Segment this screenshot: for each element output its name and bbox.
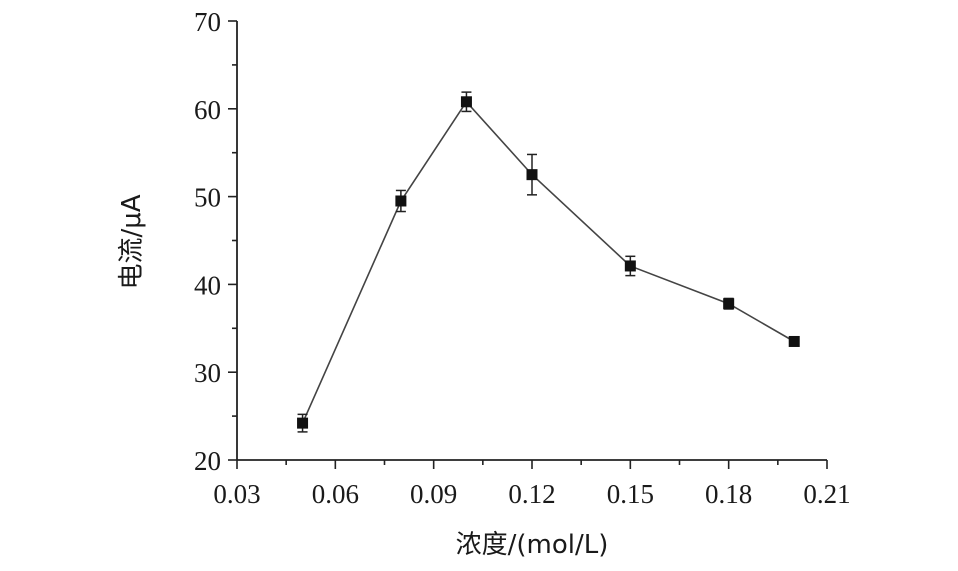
- data-point: [526, 169, 538, 181]
- x-tick-label: 0.06: [312, 479, 359, 509]
- x-tick-label: 0.12: [508, 479, 555, 509]
- y-tick-label: 20: [194, 446, 221, 476]
- data-point: [297, 417, 309, 429]
- data-point: [624, 260, 636, 272]
- data-point: [788, 335, 800, 347]
- data-point: [395, 195, 407, 207]
- y-tick-label: 40: [194, 270, 221, 300]
- axes: [236, 21, 827, 461]
- x-tick-label: 0.09: [410, 479, 457, 509]
- x-axis-ticks: 0.03 0.06 0.09 0.12 0.15 0.18 0.21: [213, 460, 851, 509]
- x-tick-label: 0.21: [803, 479, 850, 509]
- x-tick-label: 0.03: [213, 479, 260, 509]
- x-tick-label: 0.15: [607, 479, 654, 509]
- series-group: [297, 91, 800, 433]
- y-axis-ticks: 20 30 40 50 60 70: [194, 7, 237, 476]
- data-point: [460, 96, 472, 108]
- y-tick-label: 50: [194, 183, 221, 213]
- x-tick-label: 0.18: [705, 479, 752, 509]
- y-axis-title: 电流/μA: [117, 194, 147, 289]
- y-tick-label: 70: [194, 7, 221, 37]
- series-line: [301, 100, 795, 424]
- data-point: [723, 298, 735, 310]
- y-tick-label: 60: [194, 95, 221, 125]
- x-axis-title: 浓度/(mol/L): [456, 530, 609, 560]
- y-tick-label: 30: [194, 358, 221, 388]
